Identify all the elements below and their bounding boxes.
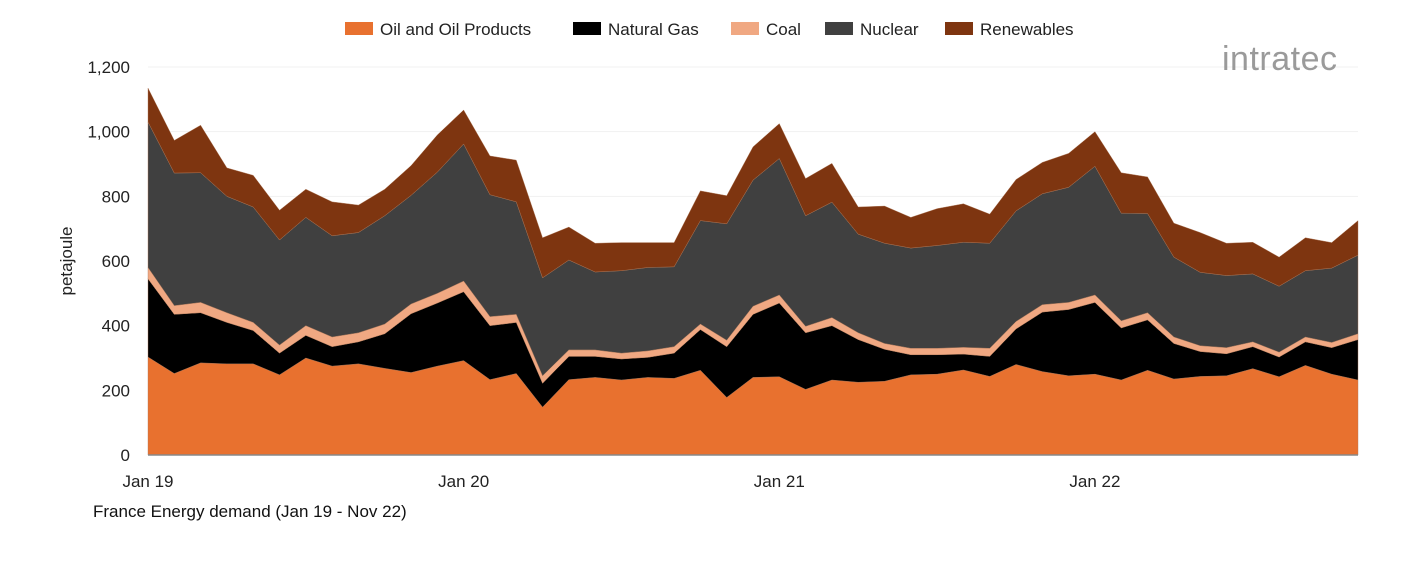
legend-swatch — [731, 22, 759, 35]
y-tick-label: 0 — [121, 446, 130, 465]
y-tick-label: 400 — [102, 317, 130, 336]
legend-swatch — [573, 22, 601, 35]
legend-item: Nuclear — [860, 20, 919, 39]
x-tick-label: Jan 19 — [122, 472, 173, 491]
y-tick-label: 1,000 — [87, 123, 130, 142]
legend-swatch — [345, 22, 373, 35]
x-tick-label: Jan 21 — [754, 472, 805, 491]
y-tick-label: 200 — [102, 381, 130, 400]
y-tick-label: 800 — [102, 187, 130, 206]
legend-item: Natural Gas — [608, 20, 699, 39]
y-tick-label: 600 — [102, 252, 130, 271]
legend-item: Oil and Oil Products — [380, 20, 531, 39]
legend-item: Coal — [766, 20, 801, 39]
chart-title: France Energy demand (Jan 19 - Nov 22) — [93, 502, 407, 521]
x-tick-label: Jan 20 — [438, 472, 489, 491]
area-renewables — [147, 87, 1359, 287]
legend-swatch — [825, 22, 853, 35]
x-tick-label: Jan 22 — [1069, 472, 1120, 491]
intratec-logo: intratec — [1222, 40, 1338, 78]
legend-swatch — [945, 22, 973, 35]
legend-item: Renewables — [980, 20, 1074, 39]
y-axis-label: petajoule — [57, 226, 76, 295]
y-tick-label: 1,200 — [87, 58, 130, 77]
